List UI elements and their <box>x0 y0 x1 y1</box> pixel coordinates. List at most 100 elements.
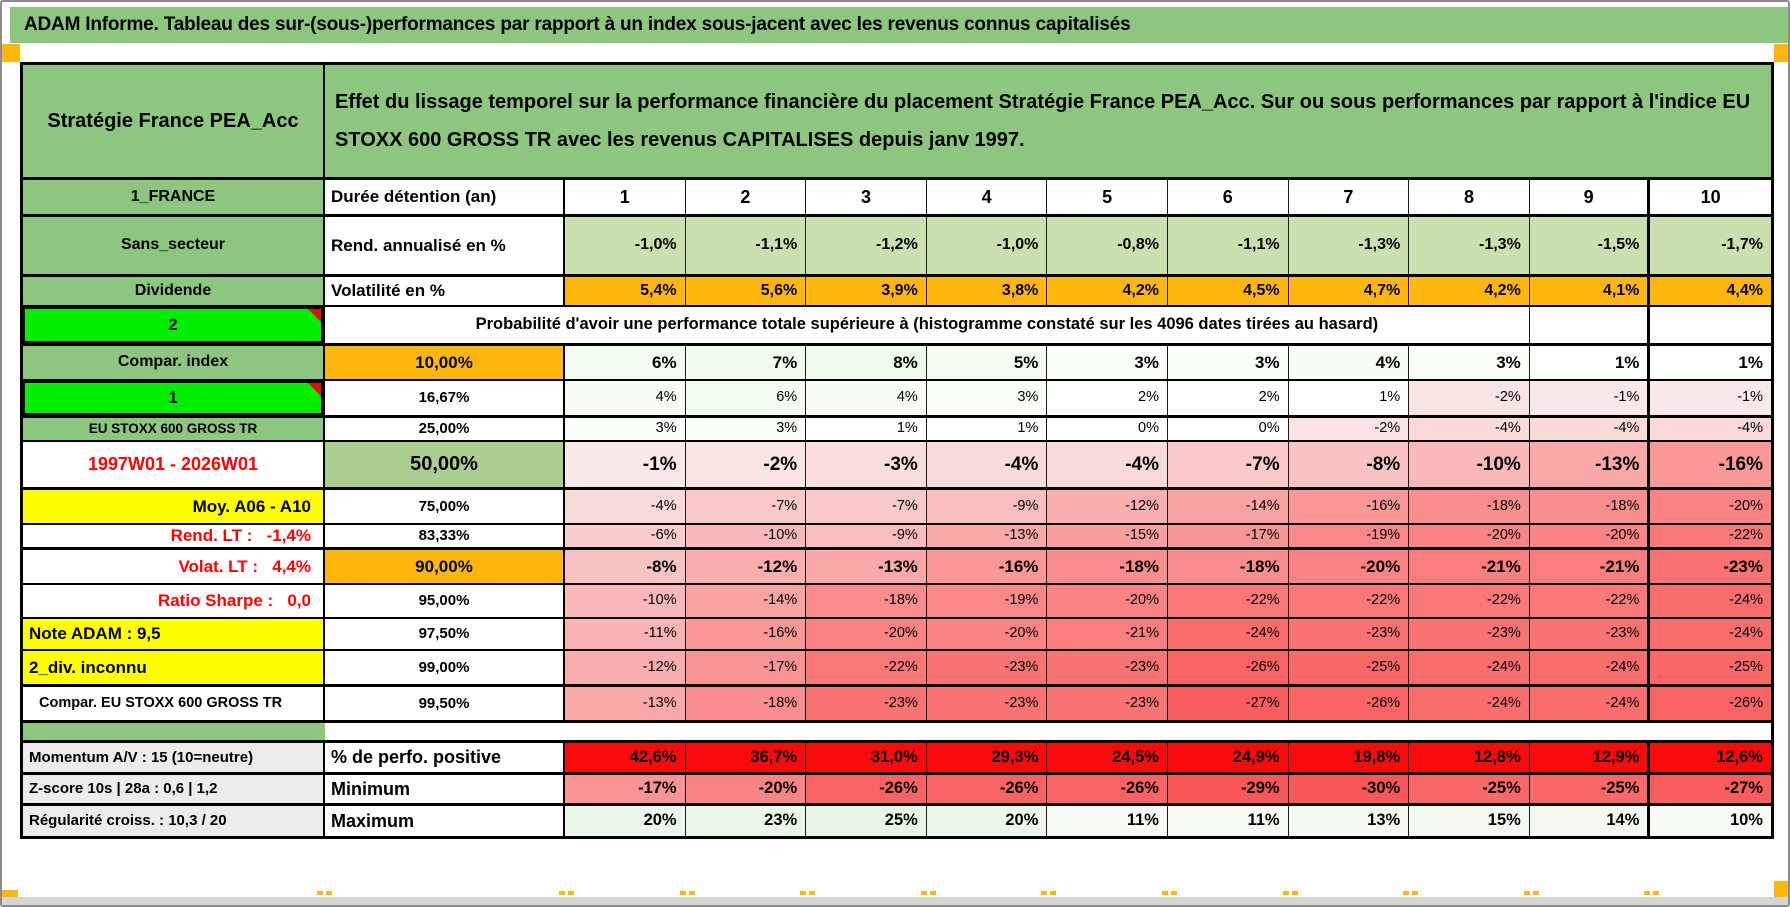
cell[interactable]: 3% <box>1167 346 1289 379</box>
cell[interactable]: -22% <box>1409 585 1530 617</box>
threshold-cell[interactable]: 75,00% <box>325 490 565 523</box>
cell[interactable]: 8% <box>806 346 927 379</box>
threshold-cell[interactable]: 97,50% <box>325 619 565 649</box>
row-label-cell[interactable]: 2 <box>23 307 325 343</box>
cell[interactable]: -4% <box>926 442 1048 487</box>
cell[interactable]: -20% <box>926 619 1048 649</box>
threshold-cell[interactable]: Volatilité en % <box>325 277 565 305</box>
threshold-cell[interactable]: Minimum <box>325 775 565 803</box>
cell[interactable]: -9% <box>806 525 927 547</box>
cell[interactable]: -18% <box>806 585 927 617</box>
cell[interactable]: -24% <box>1529 651 1651 684</box>
cell[interactable]: 5 <box>1047 180 1168 214</box>
cell[interactable]: -0,8% <box>1047 217 1168 274</box>
cell[interactable]: -1,3% <box>1288 217 1410 274</box>
cell[interactable]: -24% <box>1650 585 1771 617</box>
probability-banner-cell[interactable]: Probabilité d'avoir une performance tota… <box>325 307 1530 343</box>
cell[interactable]: -26% <box>926 775 1048 803</box>
cell[interactable]: 24,9% <box>1167 743 1289 772</box>
cell[interactable]: 4,7% <box>1288 277 1410 305</box>
cell[interactable]: -22% <box>1529 585 1651 617</box>
cell[interactable]: -20% <box>1288 550 1410 583</box>
cell[interactable]: 20% <box>926 806 1048 836</box>
cell[interactable]: 3% <box>926 381 1048 415</box>
cell[interactable]: 7% <box>685 346 807 379</box>
cell[interactable]: 10% <box>1650 806 1771 836</box>
cell[interactable]: 10 <box>1700 186 1721 207</box>
row-label-cell[interactable]: Compar. EU STOXX 600 GROSS TR <box>23 687 325 720</box>
cell[interactable]: -22% <box>806 651 927 684</box>
cell[interactable]: -17% <box>565 775 686 803</box>
cell[interactable]: 5% <box>926 346 1048 379</box>
cell[interactable]: 4% <box>1288 346 1410 379</box>
cell[interactable]: 1% <box>806 418 927 440</box>
threshold-cell[interactable]: Maximum <box>325 806 565 836</box>
cell[interactable]: 19,8% <box>1288 743 1410 772</box>
cell[interactable]: 3% <box>685 418 807 440</box>
cell[interactable]: -8% <box>1288 442 1410 487</box>
row-label-cell[interactable]: 1 <box>23 381 325 415</box>
cell[interactable]: 12,6% <box>1650 743 1771 772</box>
row-label-cell[interactable]: 2_div. inconnu <box>23 651 325 684</box>
cell[interactable]: -24% <box>1409 651 1530 684</box>
cell[interactable]: -25% <box>1288 651 1410 684</box>
row-label-cell[interactable]: Moy. A06 - A10 <box>23 490 325 523</box>
cell[interactable]: -2% <box>1288 418 1410 440</box>
threshold-cell[interactable]: 25,00% <box>325 418 565 440</box>
cell[interactable]: 1% <box>926 418 1048 440</box>
cell[interactable]: -16% <box>1650 442 1771 487</box>
cell[interactable]: -1,0% <box>565 217 686 274</box>
cell[interactable] <box>1530 307 1651 343</box>
row-label-cell[interactable]: Volat. LT : 4,4% <box>23 550 325 583</box>
cell[interactable]: -9% <box>926 490 1048 523</box>
threshold-cell[interactable]: 99,50% <box>325 687 565 720</box>
cell[interactable]: -7% <box>685 490 807 523</box>
cell[interactable]: -7% <box>806 490 927 523</box>
cell[interactable]: -20% <box>685 775 807 803</box>
cell[interactable]: -20% <box>1047 585 1168 617</box>
cell[interactable]: 4,4% <box>1650 277 1771 305</box>
cell[interactable] <box>1650 307 1771 343</box>
cell[interactable]: 8 <box>1409 180 1530 214</box>
cell[interactable]: -26% <box>1047 775 1168 803</box>
cell[interactable]: -22% <box>1288 585 1410 617</box>
cell[interactable]: -24% <box>1650 619 1771 649</box>
cell[interactable]: 20% <box>565 806 686 836</box>
cell[interactable]: 6% <box>685 381 807 415</box>
cell[interactable]: -27% <box>1167 687 1289 720</box>
cell[interactable]: -12% <box>685 550 807 583</box>
row-label-cell[interactable]: Z-score 10s | 28a : 0,6 | 1,2 <box>23 775 325 803</box>
cell[interactable]: 0% <box>1167 418 1289 440</box>
threshold-cell[interactable]: 16,67% <box>325 381 565 415</box>
cell[interactable]: -13% <box>565 687 686 720</box>
cell[interactable]: -8% <box>565 550 686 583</box>
cell[interactable]: -24% <box>1167 619 1289 649</box>
cell[interactable]: -23% <box>926 651 1048 684</box>
cell[interactable]: -1,0% <box>926 217 1048 274</box>
cell[interactable]: 12,9% <box>1529 743 1651 772</box>
cell[interactable]: -21% <box>1047 619 1168 649</box>
cell[interactable]: -18% <box>1167 550 1289 583</box>
row-label-cell[interactable]: Régularité croiss. : 10,3 / 20 <box>23 806 325 836</box>
cell[interactable]: -25% <box>1529 775 1651 803</box>
cell[interactable]: 12,8% <box>1409 743 1530 772</box>
cell[interactable]: -12% <box>565 651 686 684</box>
cell[interactable]: 3,8% <box>926 277 1048 305</box>
description-cell[interactable]: Effet du lissage temporel sur la perform… <box>325 65 1771 177</box>
cell[interactable]: -4% <box>1409 418 1530 440</box>
cell[interactable]: -13% <box>806 550 927 583</box>
row-label-cell[interactable]: Dividende <box>23 277 325 305</box>
cell[interactable]: -18% <box>1529 490 1651 523</box>
cell[interactable]: -17% <box>1167 525 1289 547</box>
cell[interactable]: 3,9% <box>806 277 927 305</box>
cell[interactable]: 2% <box>1167 381 1289 415</box>
cell[interactable]: -23% <box>926 687 1048 720</box>
cell[interactable]: -21% <box>1409 550 1530 583</box>
threshold-cell[interactable]: 50,00% <box>325 442 565 487</box>
row-label-cell[interactable]: Note ADAM : 9,5 <box>23 619 325 649</box>
cell[interactable]: -16% <box>685 619 807 649</box>
cell[interactable]: -19% <box>1288 525 1410 547</box>
cell[interactable]: -23% <box>1409 619 1530 649</box>
cell[interactable]: 4,2% <box>1409 277 1530 305</box>
cell[interactable]: -29% <box>1167 775 1289 803</box>
